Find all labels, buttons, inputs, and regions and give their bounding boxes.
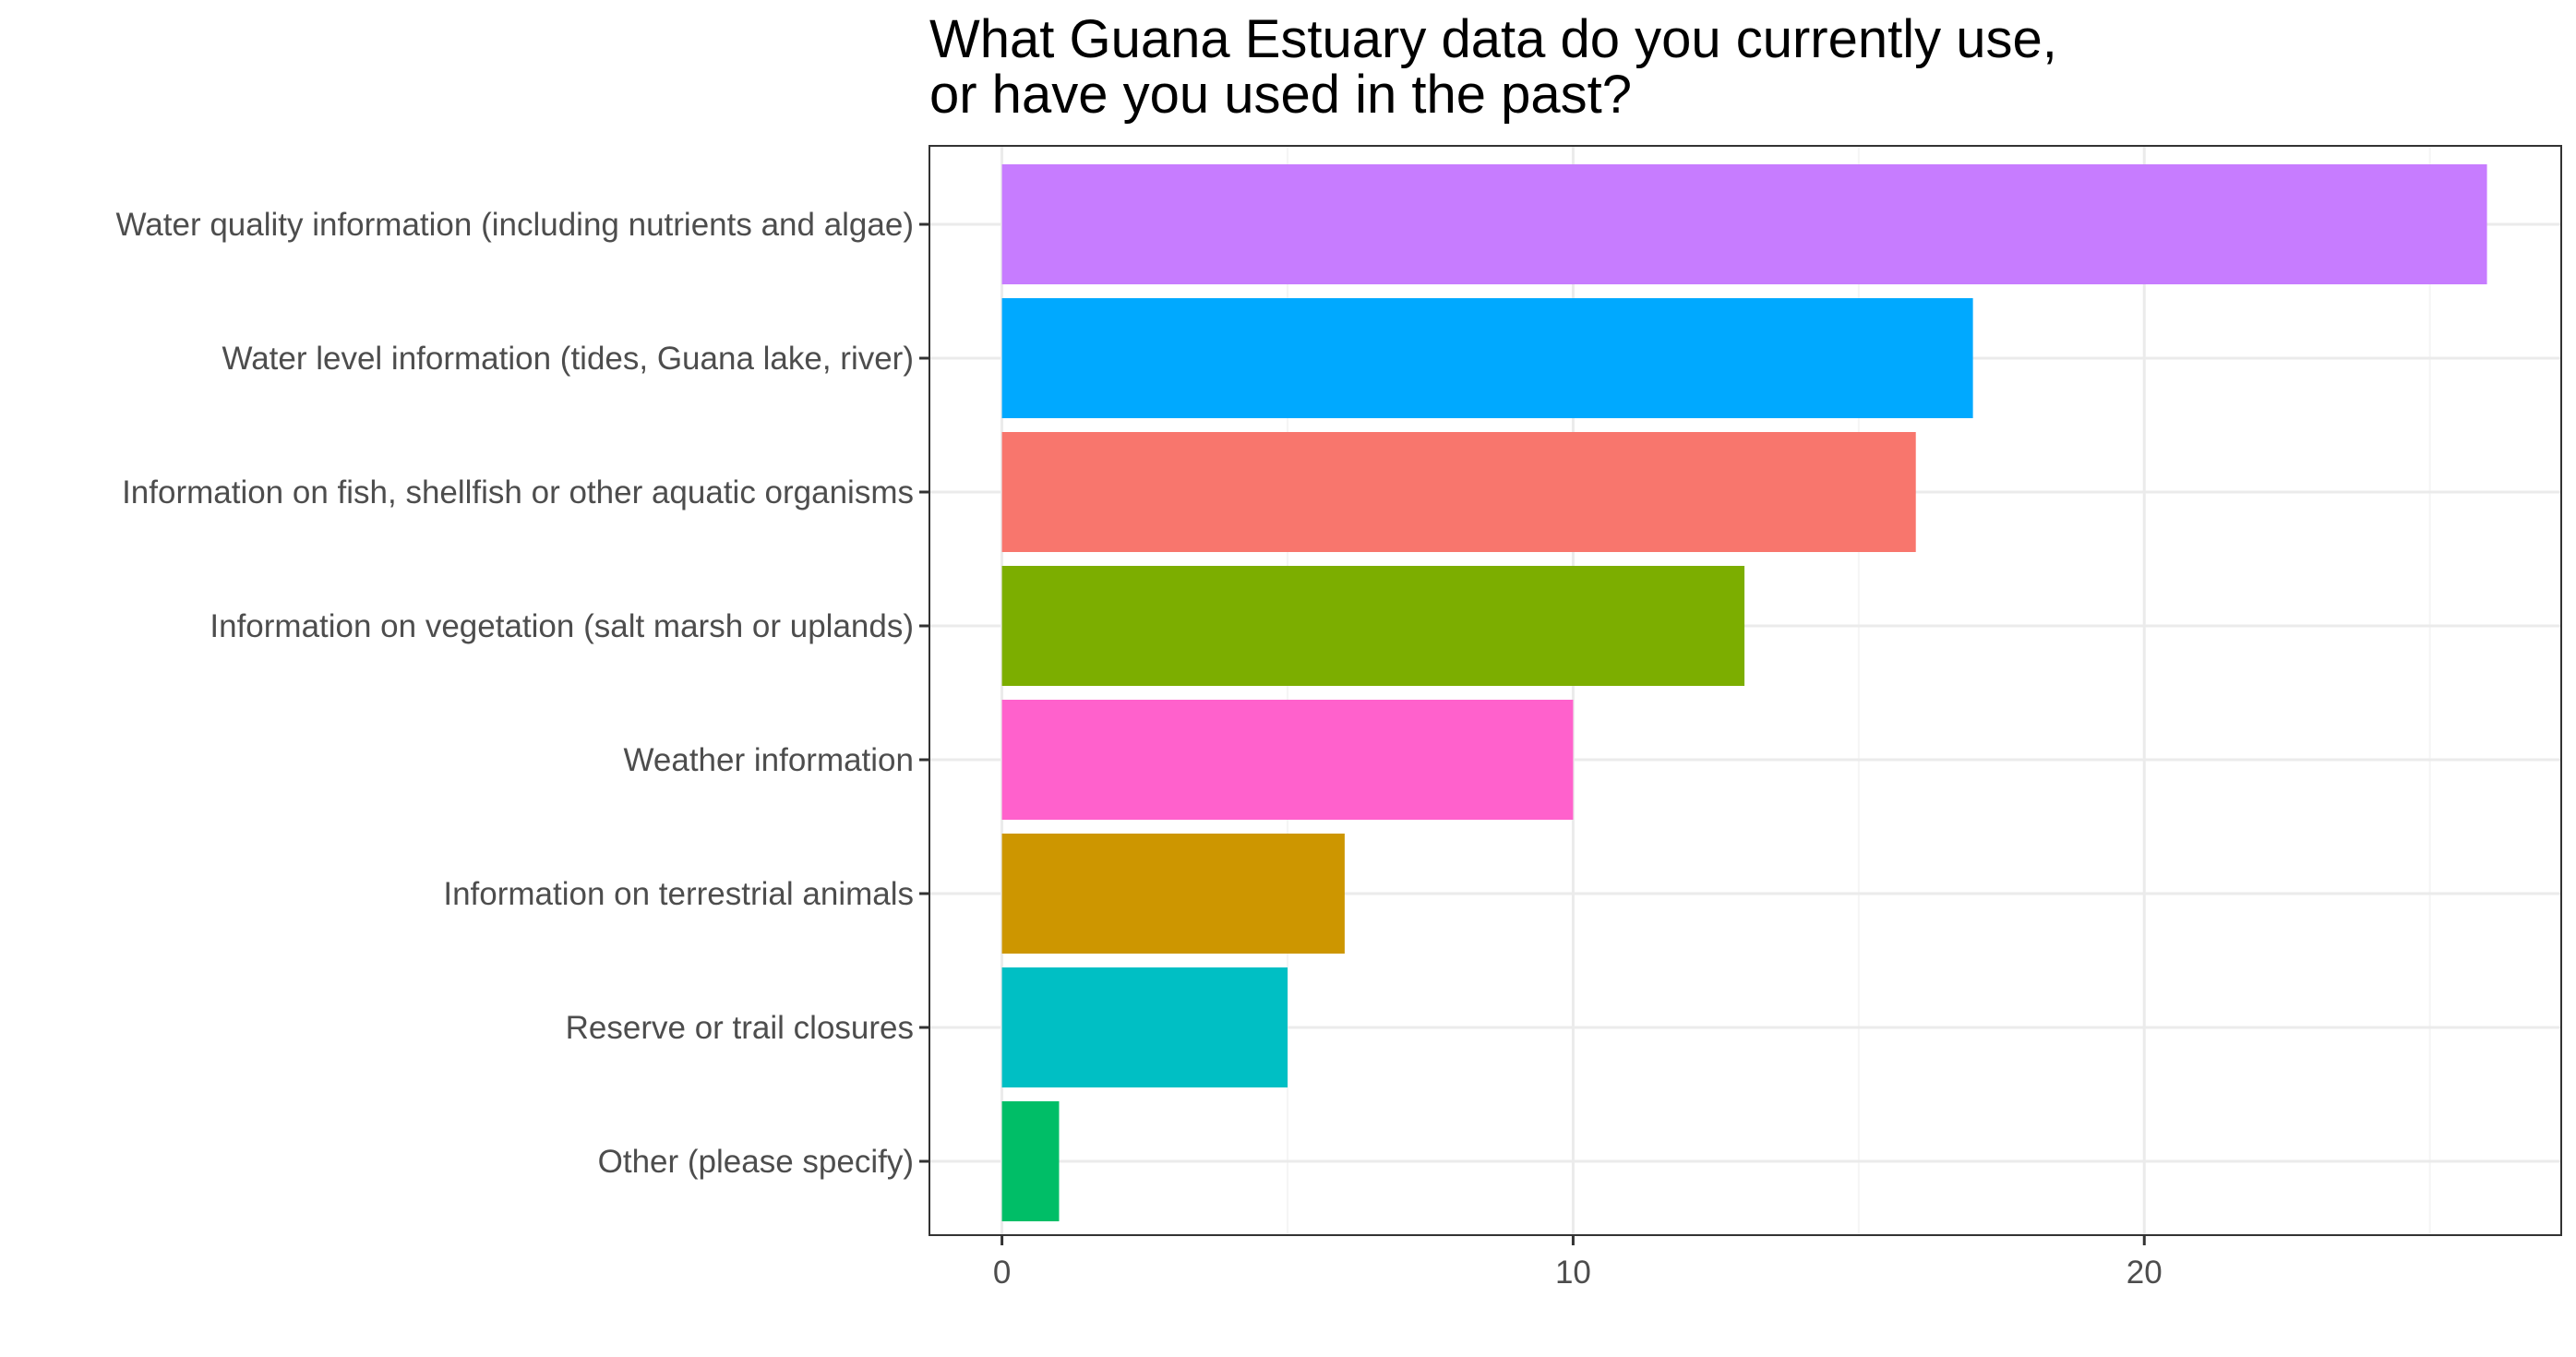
- x-tick-label: 0: [993, 1255, 1011, 1291]
- x-tick-label: 10: [1555, 1255, 1591, 1291]
- bar: [1001, 967, 1288, 1087]
- bar: [1001, 1101, 1060, 1221]
- category-label: Information on terrestrial animals: [443, 876, 914, 912]
- category-label: Water quality information (including nut…: [116, 207, 914, 243]
- bar: [1001, 700, 1574, 820]
- bar: [1001, 164, 2487, 284]
- category-label: Water level information (tides, Guana la…: [222, 341, 914, 377]
- category-label: Reserve or trail closures: [566, 1010, 914, 1046]
- chart-title-line-1: What Guana Estuary data do you currently…: [929, 9, 2057, 69]
- bar: [1001, 834, 1345, 954]
- plot-panel: Water quality information (including nut…: [116, 145, 2562, 1291]
- category-label: Information on fish, shellfish or other …: [122, 474, 914, 510]
- category-label: Other (please specify): [598, 1144, 914, 1180]
- bar: [1001, 566, 1745, 686]
- bar: [1001, 432, 1916, 552]
- panel-border: [929, 145, 2562, 1236]
- x-tick-label: 20: [2127, 1255, 2163, 1291]
- chart-title-line-2: or have you used in the past?: [929, 65, 1632, 125]
- bar: [1001, 298, 1973, 418]
- category-label: Information on vegetation (salt marsh or…: [210, 608, 914, 644]
- category-label: Weather information: [623, 742, 914, 778]
